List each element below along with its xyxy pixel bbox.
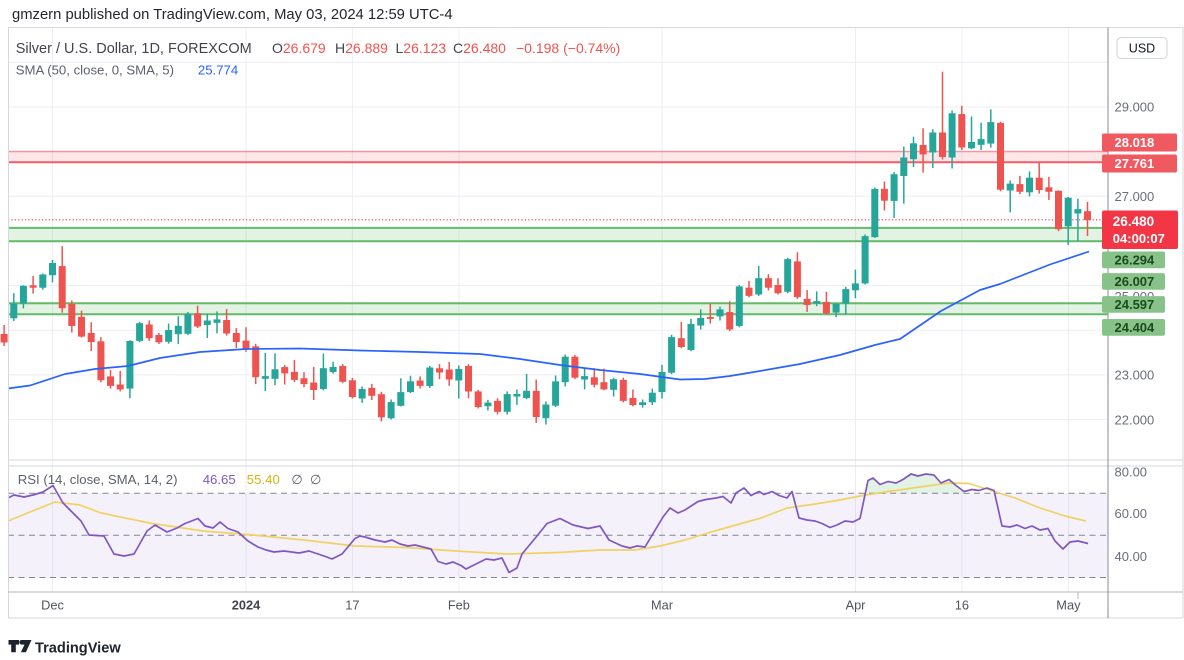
svg-text:∅: ∅ [291, 472, 303, 487]
svg-text:24.404: 24.404 [1115, 320, 1156, 335]
svg-text:25.774: 25.774 [198, 63, 238, 78]
svg-text:SMA (50, close, 0, SMA, 5): SMA (50, close, 0, SMA, 5) [16, 63, 174, 78]
svg-text:55.40: 55.40 [247, 472, 280, 487]
svg-text:Silver / U.S. Dollar, 1D, FORE: Silver / U.S. Dollar, 1D, FOREXCOM [16, 41, 252, 57]
svg-text:gmzern published on TradingVie: gmzern published on TradingView.com, May… [12, 7, 453, 23]
svg-text:Feb: Feb [448, 598, 470, 613]
svg-text:USD: USD [1129, 42, 1155, 56]
svg-text:23.000: 23.000 [1115, 368, 1155, 383]
svg-text:26.294: 26.294 [1115, 253, 1156, 268]
svg-text:40.00: 40.00 [1115, 549, 1148, 564]
svg-text:24.597: 24.597 [1115, 297, 1155, 312]
svg-text:TradingView: TradingView [35, 641, 121, 657]
svg-text:−0.198 (−0.74%): −0.198 (−0.74%) [516, 40, 620, 56]
svg-text:28.018: 28.018 [1115, 135, 1155, 150]
svg-text:∅: ∅ [310, 472, 322, 487]
svg-text:26.480: 26.480 [1113, 214, 1154, 229]
svg-text:2024: 2024 [232, 598, 261, 613]
svg-text:29.000: 29.000 [1115, 100, 1155, 115]
svg-text:L26.123: L26.123 [396, 40, 447, 56]
svg-text:80.00: 80.00 [1115, 464, 1148, 479]
svg-text:17: 17 [345, 598, 359, 613]
svg-text:27.761: 27.761 [1115, 156, 1155, 171]
svg-text:27.000: 27.000 [1115, 189, 1155, 204]
svg-text:RSI (14, close, SMA, 14, 2): RSI (14, close, SMA, 14, 2) [18, 472, 178, 487]
svg-text:Apr: Apr [846, 598, 867, 613]
svg-text:60.00: 60.00 [1115, 506, 1148, 521]
svg-text:Dec: Dec [41, 598, 64, 613]
svg-text:46.65: 46.65 [203, 472, 236, 487]
svg-text:22.000: 22.000 [1115, 412, 1155, 427]
svg-text:Mar: Mar [651, 598, 674, 613]
svg-text:O26.679: O26.679 [272, 40, 326, 56]
svg-text:04:00:07: 04:00:07 [1113, 231, 1165, 246]
svg-text:16: 16 [955, 598, 969, 613]
svg-text:H26.889: H26.889 [335, 40, 388, 56]
svg-text:C26.480: C26.480 [453, 40, 506, 56]
svg-text:May: May [1056, 598, 1081, 613]
svg-text:26.007: 26.007 [1115, 274, 1155, 289]
